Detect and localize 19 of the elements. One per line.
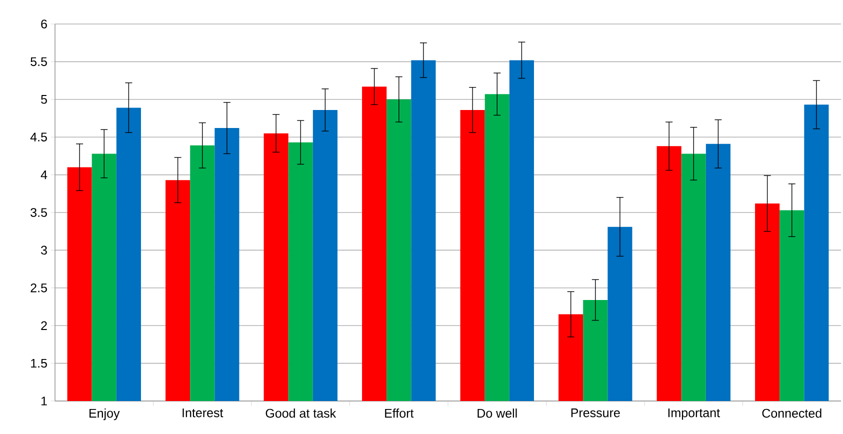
x-tick-label: Important xyxy=(668,408,720,420)
x-tick-label: Enjoy xyxy=(90,408,120,420)
y-tick-label: 2 xyxy=(41,321,47,330)
y-tick-label: 4.5 xyxy=(30,132,47,142)
y-tick-label: 3 xyxy=(40,246,47,255)
x-tick-label: Do well xyxy=(478,408,517,418)
x-tick-label: Effort xyxy=(385,408,414,418)
y-tick-label: 2.5 xyxy=(30,283,47,292)
y-tick-label: 1 xyxy=(41,396,47,406)
x-tick-label: Good at task xyxy=(266,408,336,418)
y-tick-label: 3.5 xyxy=(30,208,47,217)
y-tick-label: 5.5 xyxy=(30,57,47,66)
y-tick-label: 6 xyxy=(41,20,47,28)
y-tick-label: 5 xyxy=(41,95,47,104)
y-tick-label: 4 xyxy=(40,170,48,180)
x-tick-label: Interest xyxy=(182,408,224,418)
x-tick-label: Pressure xyxy=(571,408,620,418)
x-tick-label: Connected xyxy=(762,408,822,418)
y-tick-label: 1.5 xyxy=(31,358,47,368)
